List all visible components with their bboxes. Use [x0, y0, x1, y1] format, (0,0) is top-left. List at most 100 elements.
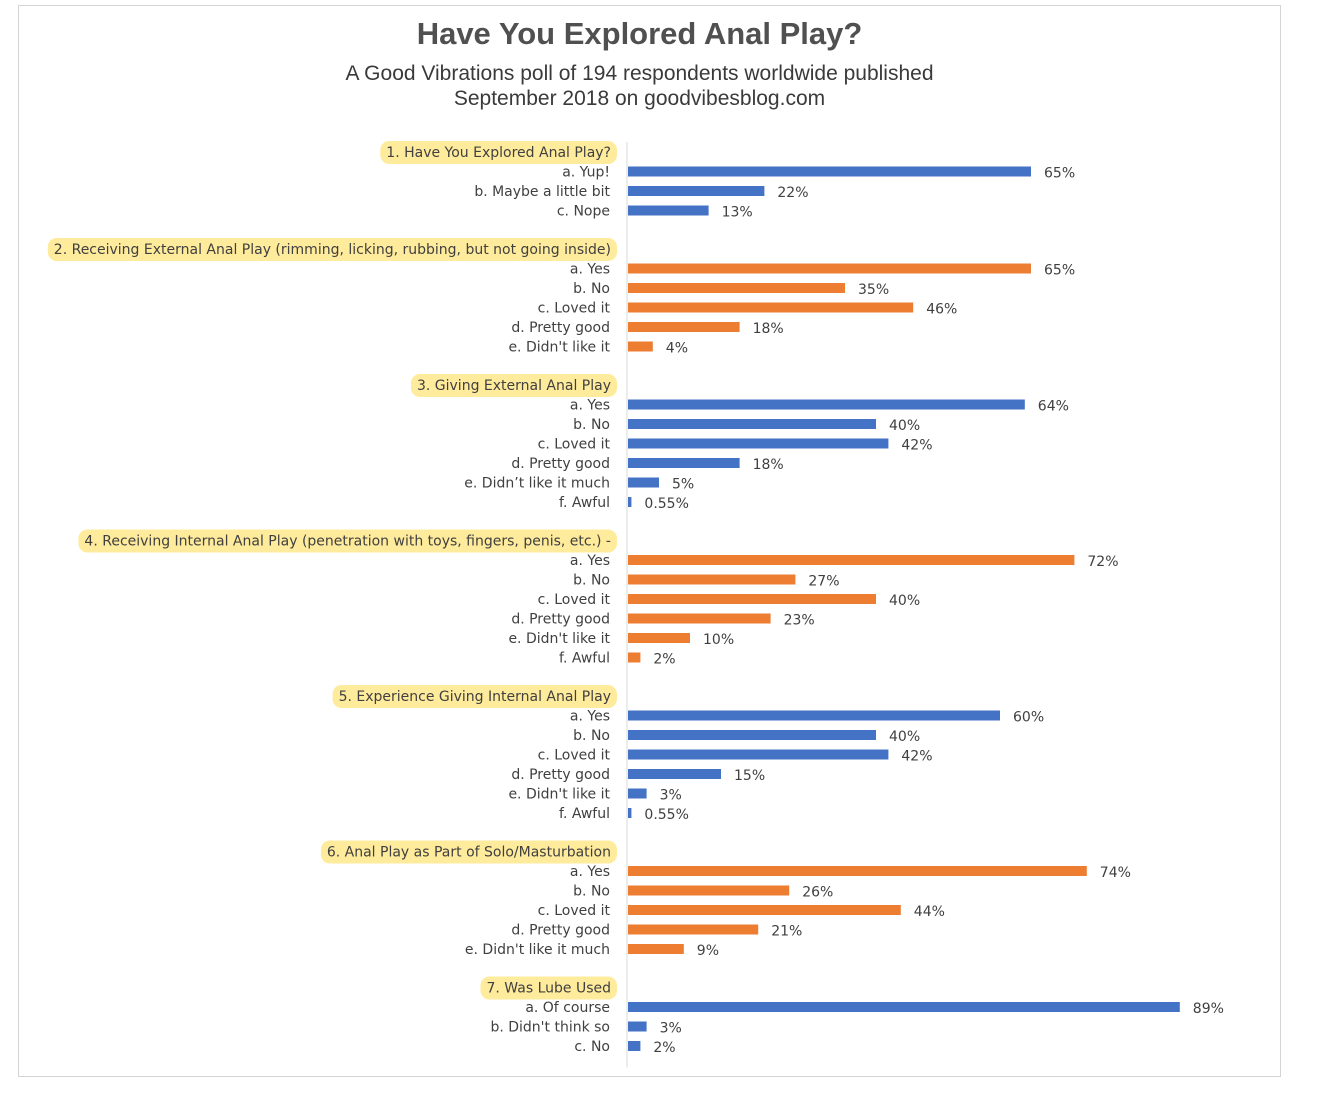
- group-heading-highlight-3: [410, 374, 617, 397]
- data-label-g2-5: 4%: [666, 341, 688, 357]
- data-label-g6-2: 26%: [802, 885, 833, 901]
- bar-g3-1: [628, 399, 1025, 410]
- chart-title: Have You Explored Anal Play?: [416, 16, 863, 51]
- group-heading-highlight-6: [320, 840, 617, 864]
- bar-g4-6: [628, 652, 641, 663]
- bar-g4-4: [628, 613, 771, 624]
- bar-g3-5: [628, 477, 659, 488]
- bar-g2-3: [628, 302, 914, 313]
- data-label-g7-1: 89%: [1193, 1001, 1224, 1017]
- category-label-g7-3: c. No: [574, 1039, 610, 1055]
- group-heading-highlight-1: [380, 141, 617, 164]
- bar-g1-2: [628, 186, 765, 196]
- data-label-g2-2: 35%: [858, 282, 889, 298]
- data-label-g3-5: 5%: [672, 477, 694, 493]
- group-heading-2: 2. Receiving External Anal Play (rimming…: [54, 242, 611, 258]
- bar-g6-3: [628, 905, 901, 915]
- category-label-g6-5: e. Didn't like it much: [465, 942, 610, 958]
- chart-subtitle: A Good Vibrations poll of 194 respondent…: [19, 61, 1260, 111]
- data-label-g2-1: 65%: [1044, 263, 1075, 279]
- category-label-g1-3: c. Nope: [557, 204, 610, 220]
- bar-g3-3: [628, 438, 889, 449]
- bar-g4-3: [628, 594, 876, 604]
- category-label-g6-4: d. Pretty good: [511, 923, 610, 939]
- bar-g2-5: [628, 341, 653, 352]
- bar-g4-2: [628, 574, 796, 585]
- category-label-g3-1: a. Yes: [570, 398, 610, 414]
- category-label-g5-1: a. Yes: [570, 709, 610, 725]
- group-heading-highlight-7: [480, 976, 617, 1000]
- category-label-g4-3: c. Loved it: [538, 592, 611, 608]
- data-label-g3-2: 40%: [889, 418, 920, 434]
- category-label-g6-1: a. Yes: [570, 864, 610, 880]
- bar-g3-2: [628, 419, 876, 429]
- chart-subtitle-line-2: September 2018 on goodvibesblog.com: [453, 87, 826, 110]
- category-label-g2-2: b. No: [573, 281, 610, 297]
- bar-g5-5: [628, 788, 647, 799]
- data-label-g5-4: 15%: [734, 768, 765, 784]
- data-label-g6-4: 21%: [771, 924, 802, 940]
- category-label-g5-4: d. Pretty good: [511, 767, 610, 783]
- category-label-g2-5: e. Didn't like it: [508, 340, 610, 356]
- group-heading-3: 3. Giving External Anal Play: [417, 378, 611, 394]
- bar-g3-4: [628, 458, 740, 468]
- data-label-g6-1: 74%: [1100, 865, 1131, 881]
- data-label-g7-3: 2%: [653, 1040, 675, 1056]
- data-label-g3-1: 64%: [1038, 399, 1069, 415]
- bar-g7-1: [628, 1002, 1180, 1012]
- category-label-g5-3: c. Loved it: [538, 748, 611, 764]
- category-label-g6-2: b. No: [573, 884, 610, 900]
- bar-g5-6: [628, 808, 632, 818]
- data-label-g5-1: 60%: [1013, 710, 1044, 726]
- group-heading-4: 4. Receiving Internal Anal Play (penetra…: [84, 534, 611, 550]
- data-label-g5-5: 3%: [660, 788, 682, 804]
- bar-g2-4: [628, 322, 740, 332]
- category-label-g1-1: a. Yup!: [562, 165, 610, 181]
- data-label-g6-3: 44%: [914, 904, 945, 920]
- data-label-g1-1: 65%: [1044, 166, 1075, 182]
- group-heading-7: 7. Was Lube Used: [487, 981, 612, 997]
- bar-g6-4: [628, 924, 759, 935]
- data-label-g3-6: 0.55%: [644, 496, 688, 512]
- group-heading-1: 1. Have You Explored Anal Play?: [386, 145, 611, 161]
- category-label-g2-1: a. Yes: [570, 262, 610, 278]
- bar-g3-6: [628, 497, 632, 507]
- data-label-g5-2: 40%: [889, 729, 920, 745]
- bar-g6-2: [628, 885, 790, 896]
- data-label-g4-6: 2%: [653, 652, 675, 668]
- bar-g7-2: [628, 1021, 647, 1032]
- bar-g2-1: [628, 263, 1031, 274]
- group-heading-6: 6. Anal Play as Part of Solo/Masturbatio…: [327, 845, 611, 861]
- category-label-g6-3: c. Loved it: [538, 903, 611, 919]
- bar-g6-1: [628, 866, 1087, 876]
- group-heading-highlight-4: [78, 529, 617, 553]
- data-label-g2-3: 46%: [926, 302, 957, 318]
- bar-g7-3: [628, 1041, 641, 1051]
- group-heading-highlight-2: [47, 238, 617, 261]
- category-label-g3-2: b. No: [573, 417, 610, 433]
- bar-g4-1: [628, 555, 1075, 565]
- category-label-g4-4: d. Pretty good: [511, 612, 610, 628]
- bar-g5-1: [628, 710, 1000, 721]
- data-label-g1-3: 13%: [722, 205, 753, 221]
- category-label-g5-5: e. Didn't like it: [508, 787, 610, 803]
- data-label-g6-5: 9%: [697, 943, 719, 959]
- category-label-g2-3: c. Loved it: [538, 301, 611, 317]
- data-label-g7-2: 3%: [660, 1021, 682, 1037]
- data-label-g4-2: 27%: [808, 574, 839, 590]
- bar-g1-3: [628, 205, 709, 216]
- category-label-g3-4: d. Pretty good: [511, 456, 610, 472]
- category-label-g4-5: e. Didn't like it: [508, 631, 610, 647]
- category-label-g5-2: b. No: [573, 728, 610, 744]
- bar-g4-5: [628, 633, 690, 643]
- category-label-g3-5: e. Didn’t like it much: [464, 476, 610, 492]
- group-heading-highlight-5: [332, 685, 617, 708]
- data-label-g3-4: 18%: [753, 457, 784, 473]
- data-label-g4-3: 40%: [889, 593, 920, 609]
- bar-g1-1: [628, 166, 1031, 177]
- bar-g2-2: [628, 283, 845, 293]
- data-label-g5-3: 42%: [901, 749, 932, 765]
- category-label-g5-6: f. Awful: [559, 806, 610, 822]
- category-label-g4-1: a. Yes: [570, 553, 610, 569]
